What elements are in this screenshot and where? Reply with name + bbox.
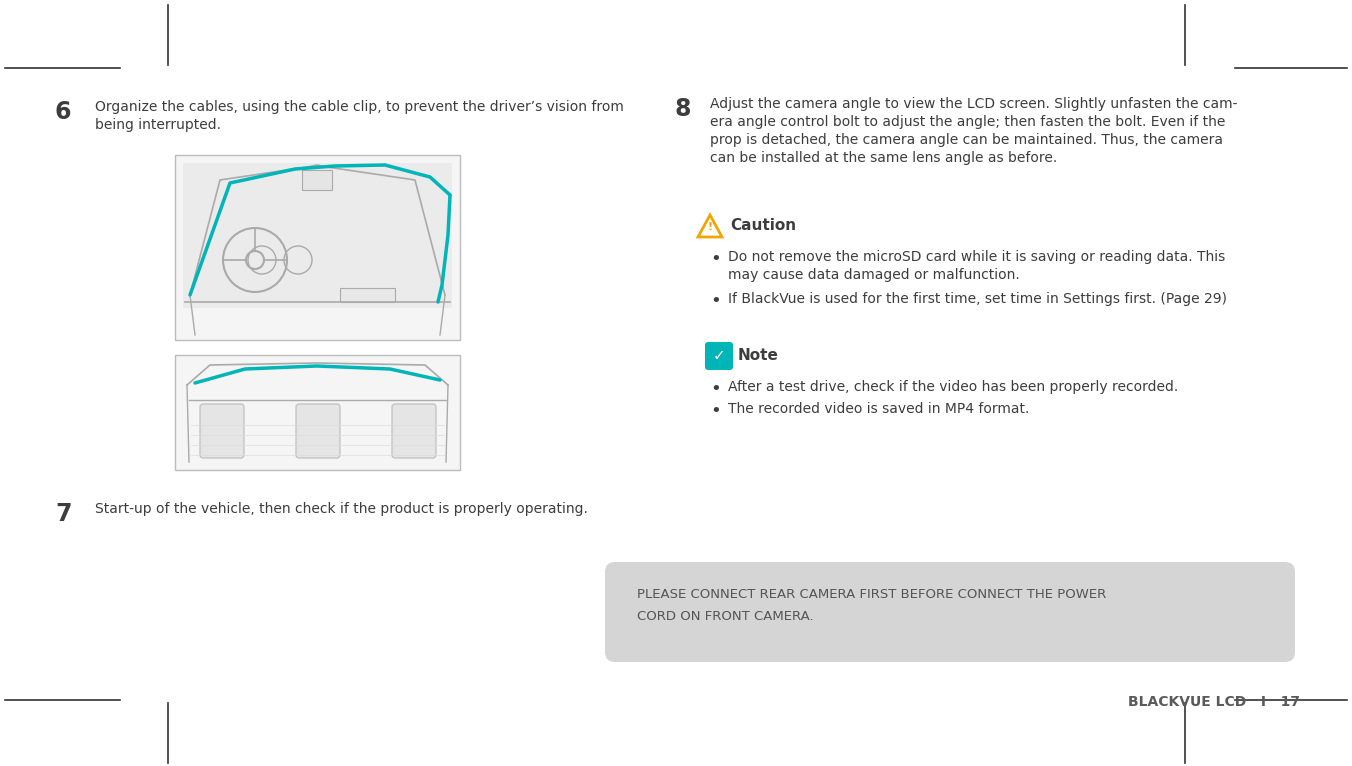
Text: 7: 7 (55, 502, 72, 526)
FancyBboxPatch shape (174, 355, 460, 470)
FancyBboxPatch shape (604, 562, 1295, 662)
Text: 8: 8 (675, 97, 691, 121)
Text: •: • (710, 250, 721, 268)
Text: may cause data damaged or malfunction.: may cause data damaged or malfunction. (727, 268, 1019, 282)
Text: Adjust the camera angle to view the LCD screen. Slightly unfasten the cam-: Adjust the camera angle to view the LCD … (710, 97, 1237, 111)
FancyBboxPatch shape (301, 170, 333, 190)
Text: BLACKVUE LCD   I   17: BLACKVUE LCD I 17 (1128, 695, 1301, 709)
Text: can be installed at the same lens angle as before.: can be installed at the same lens angle … (710, 151, 1057, 165)
Text: The recorded video is saved in MP4 format.: The recorded video is saved in MP4 forma… (727, 402, 1029, 416)
Text: era angle control bolt to adjust the angle; then fasten the bolt. Even if the: era angle control bolt to adjust the ang… (710, 115, 1225, 129)
Text: 6: 6 (55, 100, 72, 124)
Text: After a test drive, check if the video has been properly recorded.: After a test drive, check if the video h… (727, 380, 1178, 394)
Text: •: • (710, 380, 721, 398)
Text: Start-up of the vehicle, then check if the product is properly operating.: Start-up of the vehicle, then check if t… (95, 502, 588, 516)
FancyBboxPatch shape (200, 404, 243, 458)
Text: PLEASE CONNECT REAR CAMERA FIRST BEFORE CONNECT THE POWER: PLEASE CONNECT REAR CAMERA FIRST BEFORE … (637, 588, 1106, 601)
Text: !: ! (707, 222, 713, 232)
Text: Caution: Caution (730, 218, 796, 233)
Text: CORD ON FRONT CAMERA.: CORD ON FRONT CAMERA. (637, 610, 814, 623)
Text: If BlackVue is used for the first time, set time in Settings first. (Page 29): If BlackVue is used for the first time, … (727, 292, 1228, 306)
FancyBboxPatch shape (704, 342, 733, 370)
Text: Note: Note (738, 348, 779, 363)
Text: prop is detached, the camera angle can be maintained. Thus, the camera: prop is detached, the camera angle can b… (710, 133, 1224, 147)
FancyBboxPatch shape (392, 404, 435, 458)
Text: ✓: ✓ (713, 349, 726, 364)
FancyBboxPatch shape (183, 163, 452, 308)
Text: •: • (710, 402, 721, 420)
Text: being interrupted.: being interrupted. (95, 118, 220, 132)
FancyBboxPatch shape (296, 404, 339, 458)
Text: Do not remove the microSD card while it is saving or reading data. This: Do not remove the microSD card while it … (727, 250, 1225, 264)
Text: Organize the cables, using the cable clip, to prevent the driver’s vision from: Organize the cables, using the cable cli… (95, 100, 623, 114)
FancyBboxPatch shape (339, 288, 395, 302)
FancyBboxPatch shape (174, 155, 460, 340)
Text: •: • (710, 292, 721, 310)
